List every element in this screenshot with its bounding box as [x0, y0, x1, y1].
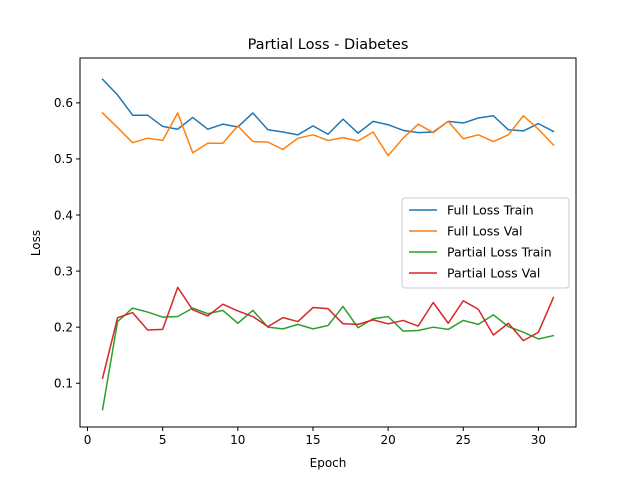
x-tick-label: 25: [456, 433, 471, 447]
x-tick-label: 15: [305, 433, 320, 447]
series-line-full-loss-val: [101, 111, 555, 157]
series-line-partial-loss-val: [101, 286, 555, 380]
legend: Full Loss Train Full Loss Val Partial Loss…: [401, 197, 570, 289]
y-tick-label: 0.3: [54, 264, 73, 278]
x-tick-label: 10: [230, 433, 245, 447]
y-tick-label: 0.2: [54, 320, 73, 334]
x-tick-label: 0: [84, 433, 92, 447]
y-tick-label: 0.6: [54, 96, 73, 110]
legend-label-full-loss-val: Full Loss Val: [447, 224, 522, 239]
legend-label-partial-loss-val: Partial Loss Val: [447, 266, 540, 281]
legend-label-full-loss-train: Full Loss Train: [447, 203, 534, 218]
legend-box: [401, 197, 570, 289]
y-axis-label: Loss: [29, 230, 43, 256]
y-tick-label: 0.5: [54, 152, 73, 166]
x-tick-label: 5: [159, 433, 167, 447]
series-layer: [101, 78, 555, 411]
plot-area-frame: [79, 57, 577, 428]
legend-entries: Full Loss Train Full Loss Val Partial Loss…: [409, 203, 552, 281]
legend-label-partial-loss-train: Partial Loss Train: [447, 245, 552, 260]
y-tick-label: 0.1: [54, 377, 73, 391]
x-axis-label: Epoch: [310, 456, 347, 470]
x-tick-label: 20: [380, 433, 395, 447]
y-tick-label: 0.4: [54, 208, 73, 222]
x-axis-ticks: 0 5 10 15 20 25 30: [84, 427, 546, 447]
x-tick-label: 30: [531, 433, 546, 447]
chart-title: Partial Loss - Diabetes: [248, 37, 409, 53]
series-line-full-loss-train: [101, 78, 555, 136]
y-axis-ticks: 0.1 0.2 0.3 0.4 0.5 0.6: [54, 96, 80, 391]
series-line-partial-loss-train: [101, 305, 555, 411]
